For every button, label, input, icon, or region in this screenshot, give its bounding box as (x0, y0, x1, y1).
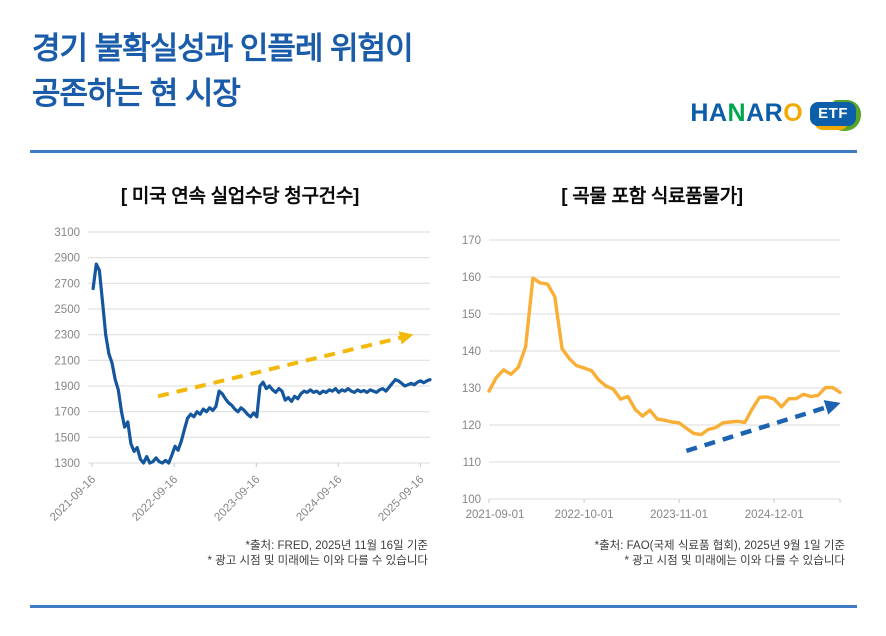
left-source-line1: *출처: FRED, 2025년 11월 16일 기준 (245, 540, 428, 552)
svg-text:140: 140 (462, 346, 481, 358)
svg-text:120: 120 (462, 420, 481, 432)
right-source-line2: * 광고 시점 및 미래에는 이와 다를 수 있습니다 (624, 555, 845, 567)
bottom-divider (30, 605, 857, 608)
svg-text:130: 130 (462, 383, 481, 395)
left-chart-source: *출처: FRED, 2025년 11월 16일 기준 * 광고 시점 및 미래… (128, 539, 428, 569)
left-source-line2: * 광고 시점 및 미래에는 이와 다를 수 있습니다 (207, 555, 428, 567)
right-source-line1: *출처: FAO(국제 식료품 협회), 2025년 9월 1일 기준 (594, 540, 845, 552)
top-divider (30, 150, 857, 153)
svg-text:1700: 1700 (54, 407, 80, 419)
page-title-line2: 공존하는 현 시장 (32, 76, 241, 111)
svg-text:2022-10-01: 2022-10-01 (555, 509, 614, 521)
svg-text:1500: 1500 (54, 432, 80, 444)
svg-text:2500: 2500 (54, 304, 80, 316)
svg-text:160: 160 (462, 272, 481, 284)
svg-text:1900: 1900 (54, 381, 80, 393)
svg-text:110: 110 (463, 457, 481, 469)
svg-text:2021-09-01: 2021-09-01 (466, 509, 525, 521)
right-chart-title: [ 곡물 포함 식료품물가] (561, 186, 743, 207)
us-continuing-claims-chart: 3100 2900 2700 2500 2300 2100 1900 1700 1500 1300… (48, 227, 432, 524)
svg-text:100: 100 (462, 494, 481, 506)
svg-text:2024-09-16: 2024-09-16 (294, 474, 344, 524)
svg-text:170: 170 (462, 235, 481, 247)
etf-badge-label: ETF (810, 101, 856, 126)
page-title-line1: 경기 불확실성과 인플레 위험이 (32, 31, 414, 66)
svg-text:2100: 2100 (54, 355, 80, 367)
hanaro-etf-logo: HANARO ETF (690, 99, 861, 131)
svg-text:2021-09-16: 2021-09-16 (48, 474, 98, 524)
svg-text:2025-09-16: 2025-09-16 (376, 474, 426, 524)
hanaro-wordmark: HANARO (690, 99, 804, 127)
right-chart-source: *출처: FAO(국제 식료품 협회), 2025년 9월 1일 기준 * 광고… (480, 539, 845, 569)
svg-text:2023-11-01: 2023-11-01 (650, 509, 708, 521)
svg-text:2300: 2300 (54, 330, 80, 342)
svg-text:150: 150 (462, 309, 481, 321)
svg-text:3100: 3100 (54, 227, 80, 239)
svg-text:1300: 1300 (54, 458, 80, 470)
svg-text:2900: 2900 (54, 253, 80, 265)
left-chart-title: [ 미국 연속 실업수당 청구건수] (120, 186, 360, 207)
svg-text:2022-09-16: 2022-09-16 (130, 474, 180, 524)
svg-text:2024-12-01: 2024-12-01 (745, 509, 804, 521)
svg-text:2700: 2700 (54, 278, 80, 290)
svg-text:2023-09-16: 2023-09-16 (212, 474, 262, 524)
etf-badge: ETF (810, 99, 861, 131)
fao-food-price-chart: 170 160 150 140 130 120 110 100 2021-09-01 2022-1… (462, 235, 842, 521)
